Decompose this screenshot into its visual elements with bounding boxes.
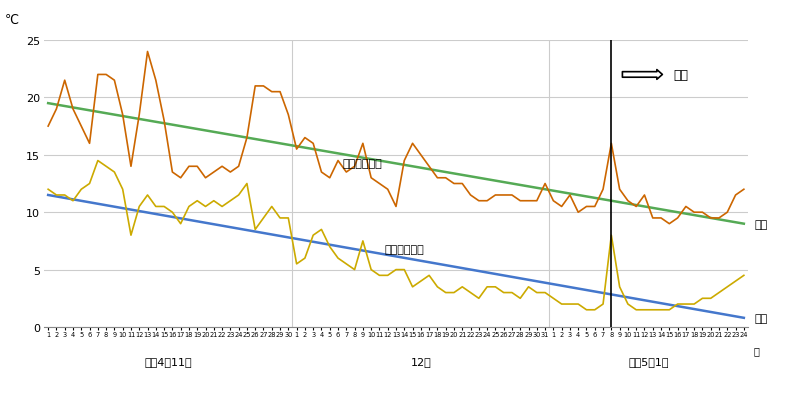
Text: 平年: 平年 xyxy=(754,219,768,229)
Text: ℃: ℃ xyxy=(6,13,19,27)
Text: 日: 日 xyxy=(754,346,760,356)
Text: 平年: 平年 xyxy=(754,313,768,323)
Text: 平成5年1月: 平成5年1月 xyxy=(628,356,669,366)
Text: 【最高気温】: 【最高気温】 xyxy=(343,159,382,169)
Text: 予報: 予報 xyxy=(674,69,689,82)
Text: 平成4年11月: 平成4年11月 xyxy=(145,356,192,366)
Text: 12月: 12月 xyxy=(410,356,431,366)
Text: 【最低気温】: 【最低気温】 xyxy=(385,245,424,255)
FancyArrowPatch shape xyxy=(622,70,662,80)
